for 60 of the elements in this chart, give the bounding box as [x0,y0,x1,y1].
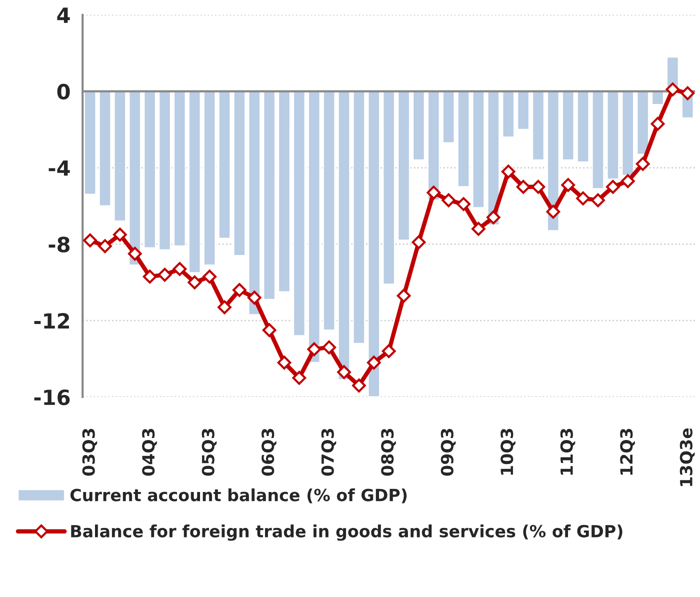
point [322,340,336,354]
y-tick-label: -8 [48,236,70,252]
point [650,116,665,131]
x-tick-label: 05Q3 [202,428,217,476]
x-tick-label: 04Q3 [142,428,157,476]
x-tick-label: 13Q3e [680,428,695,486]
point [277,356,292,370]
point [98,239,112,254]
point [576,191,590,206]
point [486,210,500,224]
point [501,164,516,179]
point [442,193,456,208]
y-tick-label: 0 [57,84,70,100]
point [142,270,157,284]
point [292,370,306,385]
point [352,378,366,392]
point [456,197,470,211]
point [680,86,695,100]
point [666,82,680,96]
point [366,356,381,370]
point [113,228,127,242]
x-tick-label: 07Q3 [321,428,336,476]
y-tick-label: -4 [48,160,70,176]
point [531,180,546,194]
x-tick-label: 03Q3 [82,428,98,476]
point [172,262,187,276]
x-tick-label: 06Q3 [262,428,276,476]
point [218,300,232,314]
y-tick-label: -16 [34,389,70,406]
x-tick-label: 11Q3 [560,428,576,475]
point [382,344,396,358]
point [426,186,441,200]
legend-label: Balance for foreign trade in goods and services (% of GDP) [71,524,622,541]
x-tick-label: 10Q3 [500,428,516,475]
x-tick-label: 09Q3 [440,428,456,476]
point [158,268,172,282]
point [232,283,246,297]
point [546,204,560,219]
x-tick-label: 08Q3 [381,428,396,476]
point [516,180,530,194]
point [337,365,351,380]
point [636,157,650,171]
y-tick-label: -12 [34,313,69,329]
point [307,342,322,356]
point [396,288,411,303]
point [412,235,426,250]
point [262,323,276,338]
point [83,233,98,248]
point [247,290,262,305]
point [606,180,620,194]
y-tick-label: 4 [57,8,70,23]
point [561,178,576,192]
point [188,275,202,290]
x-tick-label: 12Q3 [620,428,635,475]
point [202,270,217,284]
point [128,246,142,261]
point [472,222,486,236]
point [620,174,635,188]
point [591,193,605,208]
legend-label: Current account balance (% of GDP) [70,488,407,504]
